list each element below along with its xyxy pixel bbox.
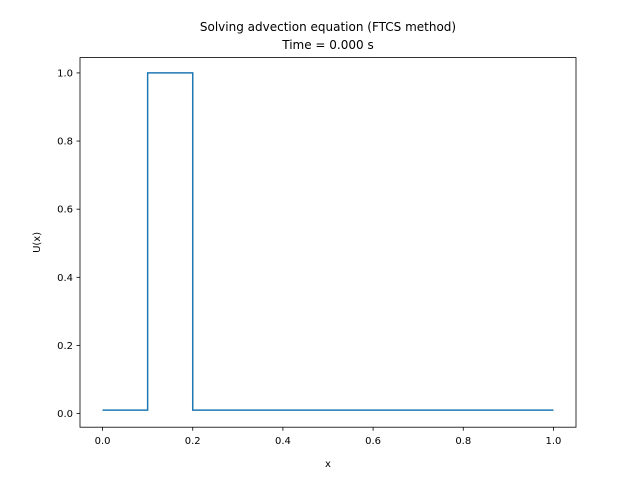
- x-tick-label: 0.6: [365, 436, 381, 447]
- x-axis-label: x: [325, 459, 331, 470]
- y-tick-label: 1.0: [57, 68, 73, 79]
- x-tick-label: 0.4: [275, 436, 291, 447]
- y-tick-label: 0.0: [57, 409, 73, 420]
- y-tick-label: 0.4: [57, 273, 73, 284]
- series-layer: [102, 72, 554, 411]
- x-tick-label: 0.8: [455, 436, 471, 447]
- y-tick-label: 0.2: [57, 341, 73, 352]
- x-tick-label: 1.0: [546, 436, 562, 447]
- chart-subtitle: Time = 0.000 s: [281, 38, 373, 52]
- x-tick-label: 0.0: [95, 436, 111, 447]
- y-axis-ticks: 0.0 0.2 0.4 0.6 0.8 1.0: [57, 68, 80, 420]
- axes-frame: [79, 57, 577, 428]
- series-line: [102, 72, 554, 411]
- y-axis-label: U(x): [32, 232, 43, 253]
- x-axis-ticks: 0.0 0.2 0.4 0.6 0.8 1.0: [95, 427, 562, 447]
- chart-title: Solving advection equation (FTCS method): [200, 20, 456, 34]
- y-tick-label: 0.8: [57, 137, 73, 148]
- y-tick-label: 0.6: [57, 205, 73, 216]
- x-tick-label: 0.2: [185, 436, 201, 447]
